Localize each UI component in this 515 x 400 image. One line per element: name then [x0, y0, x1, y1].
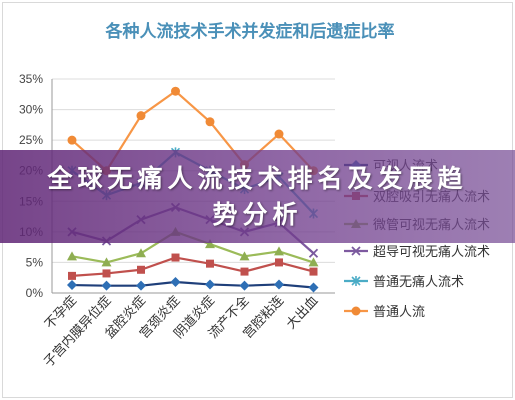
series-2 [68, 253, 318, 280]
data-point-square [68, 271, 76, 280]
series-line [71, 256, 314, 277]
data-point-circle [205, 117, 215, 127]
legend-label: 普通无痛人流术 [373, 274, 464, 290]
overlay-banner: 全球无痛人流技术排名及发展趋势分析 [0, 150, 515, 243]
data-point-x [308, 248, 319, 258]
data-point-square [275, 258, 283, 267]
data-point-circle [67, 135, 77, 145]
data-point-diamond [308, 282, 319, 293]
y-tick-label: 0% [26, 286, 44, 300]
data-point-diamond [239, 280, 250, 291]
banner-title: 全球无痛人流技术排名及发展趋势分析 [47, 163, 468, 229]
data-point-triangle [274, 246, 284, 256]
data-point-square [206, 259, 214, 268]
series-1 [67, 276, 319, 293]
data-point-circle [274, 129, 284, 139]
data-point-x-stroke [351, 246, 361, 256]
data-point-square [171, 253, 180, 262]
data-point-diamond [67, 280, 77, 291]
data-point-diamond [170, 276, 181, 287]
legend-item: 超导可视无痛人流术 [344, 244, 490, 260]
chart-title: 各种人流技术手术并发症和后遗症比率 [105, 21, 395, 42]
data-point-triangle [136, 248, 146, 258]
data-point-square [240, 267, 249, 276]
legend-label: 超导可视无痛人流术 [373, 244, 490, 260]
data-point-x [351, 246, 361, 256]
legend-label: 普通人流 [373, 305, 425, 320]
data-point-circle [136, 111, 146, 121]
y-tick-label: 35% [19, 72, 43, 86]
data-point-circle [351, 306, 361, 316]
data-point-triangle [205, 239, 215, 249]
data-point-diamond [274, 279, 284, 290]
series-line [71, 280, 314, 289]
data-point-diamond [136, 280, 146, 291]
y-tick-label: 30% [19, 103, 43, 117]
data-point-triangle [239, 251, 250, 261]
data-point-square [102, 269, 111, 278]
data-point-diamond [205, 279, 215, 290]
data-point-triangle [308, 257, 319, 267]
data-point-square [137, 265, 145, 274]
data-point-star [351, 276, 361, 286]
data-point-triangle [101, 257, 112, 267]
y-tick-label: 5% [26, 255, 44, 269]
legend-item: 普通无痛人流术 [344, 274, 464, 290]
data-point-square [309, 267, 318, 276]
data-point-circle [171, 86, 180, 96]
x-tick-label: 大出血 [284, 293, 322, 332]
data-point-diamond [101, 280, 112, 291]
legend-item: 普通人流 [344, 305, 425, 320]
data-point-x-stroke [308, 248, 319, 258]
y-tick-label: 25% [19, 133, 43, 147]
data-point-triangle [67, 251, 77, 261]
